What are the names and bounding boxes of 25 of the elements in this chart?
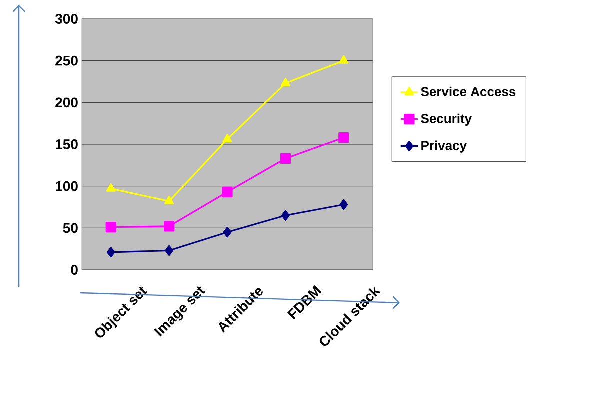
point [106,222,116,233]
y-tick-label: 300 [55,14,78,24]
legend-label: Privacy [422,140,467,153]
legend-label: Service Access [421,86,516,96]
point [223,227,232,238]
point [339,56,349,64]
y-tick-label: 0 [71,265,78,275]
y-tick-label: 250 [56,56,78,66]
point [280,153,291,164]
y-tick-label: 200 [56,98,78,108]
point [338,132,350,144]
y-tick-label: 150 [56,140,78,150]
point [164,196,174,204]
legend-label: Security [421,114,472,126]
point [106,247,116,258]
point [222,134,232,143]
point [222,186,233,198]
point [340,199,348,210]
point [106,184,116,192]
y-tick-label: 50 [63,223,78,234]
point [281,78,290,86]
point [164,221,175,232]
point [165,245,174,256]
point [282,210,290,221]
y-tick-label: 100 [56,181,78,192]
